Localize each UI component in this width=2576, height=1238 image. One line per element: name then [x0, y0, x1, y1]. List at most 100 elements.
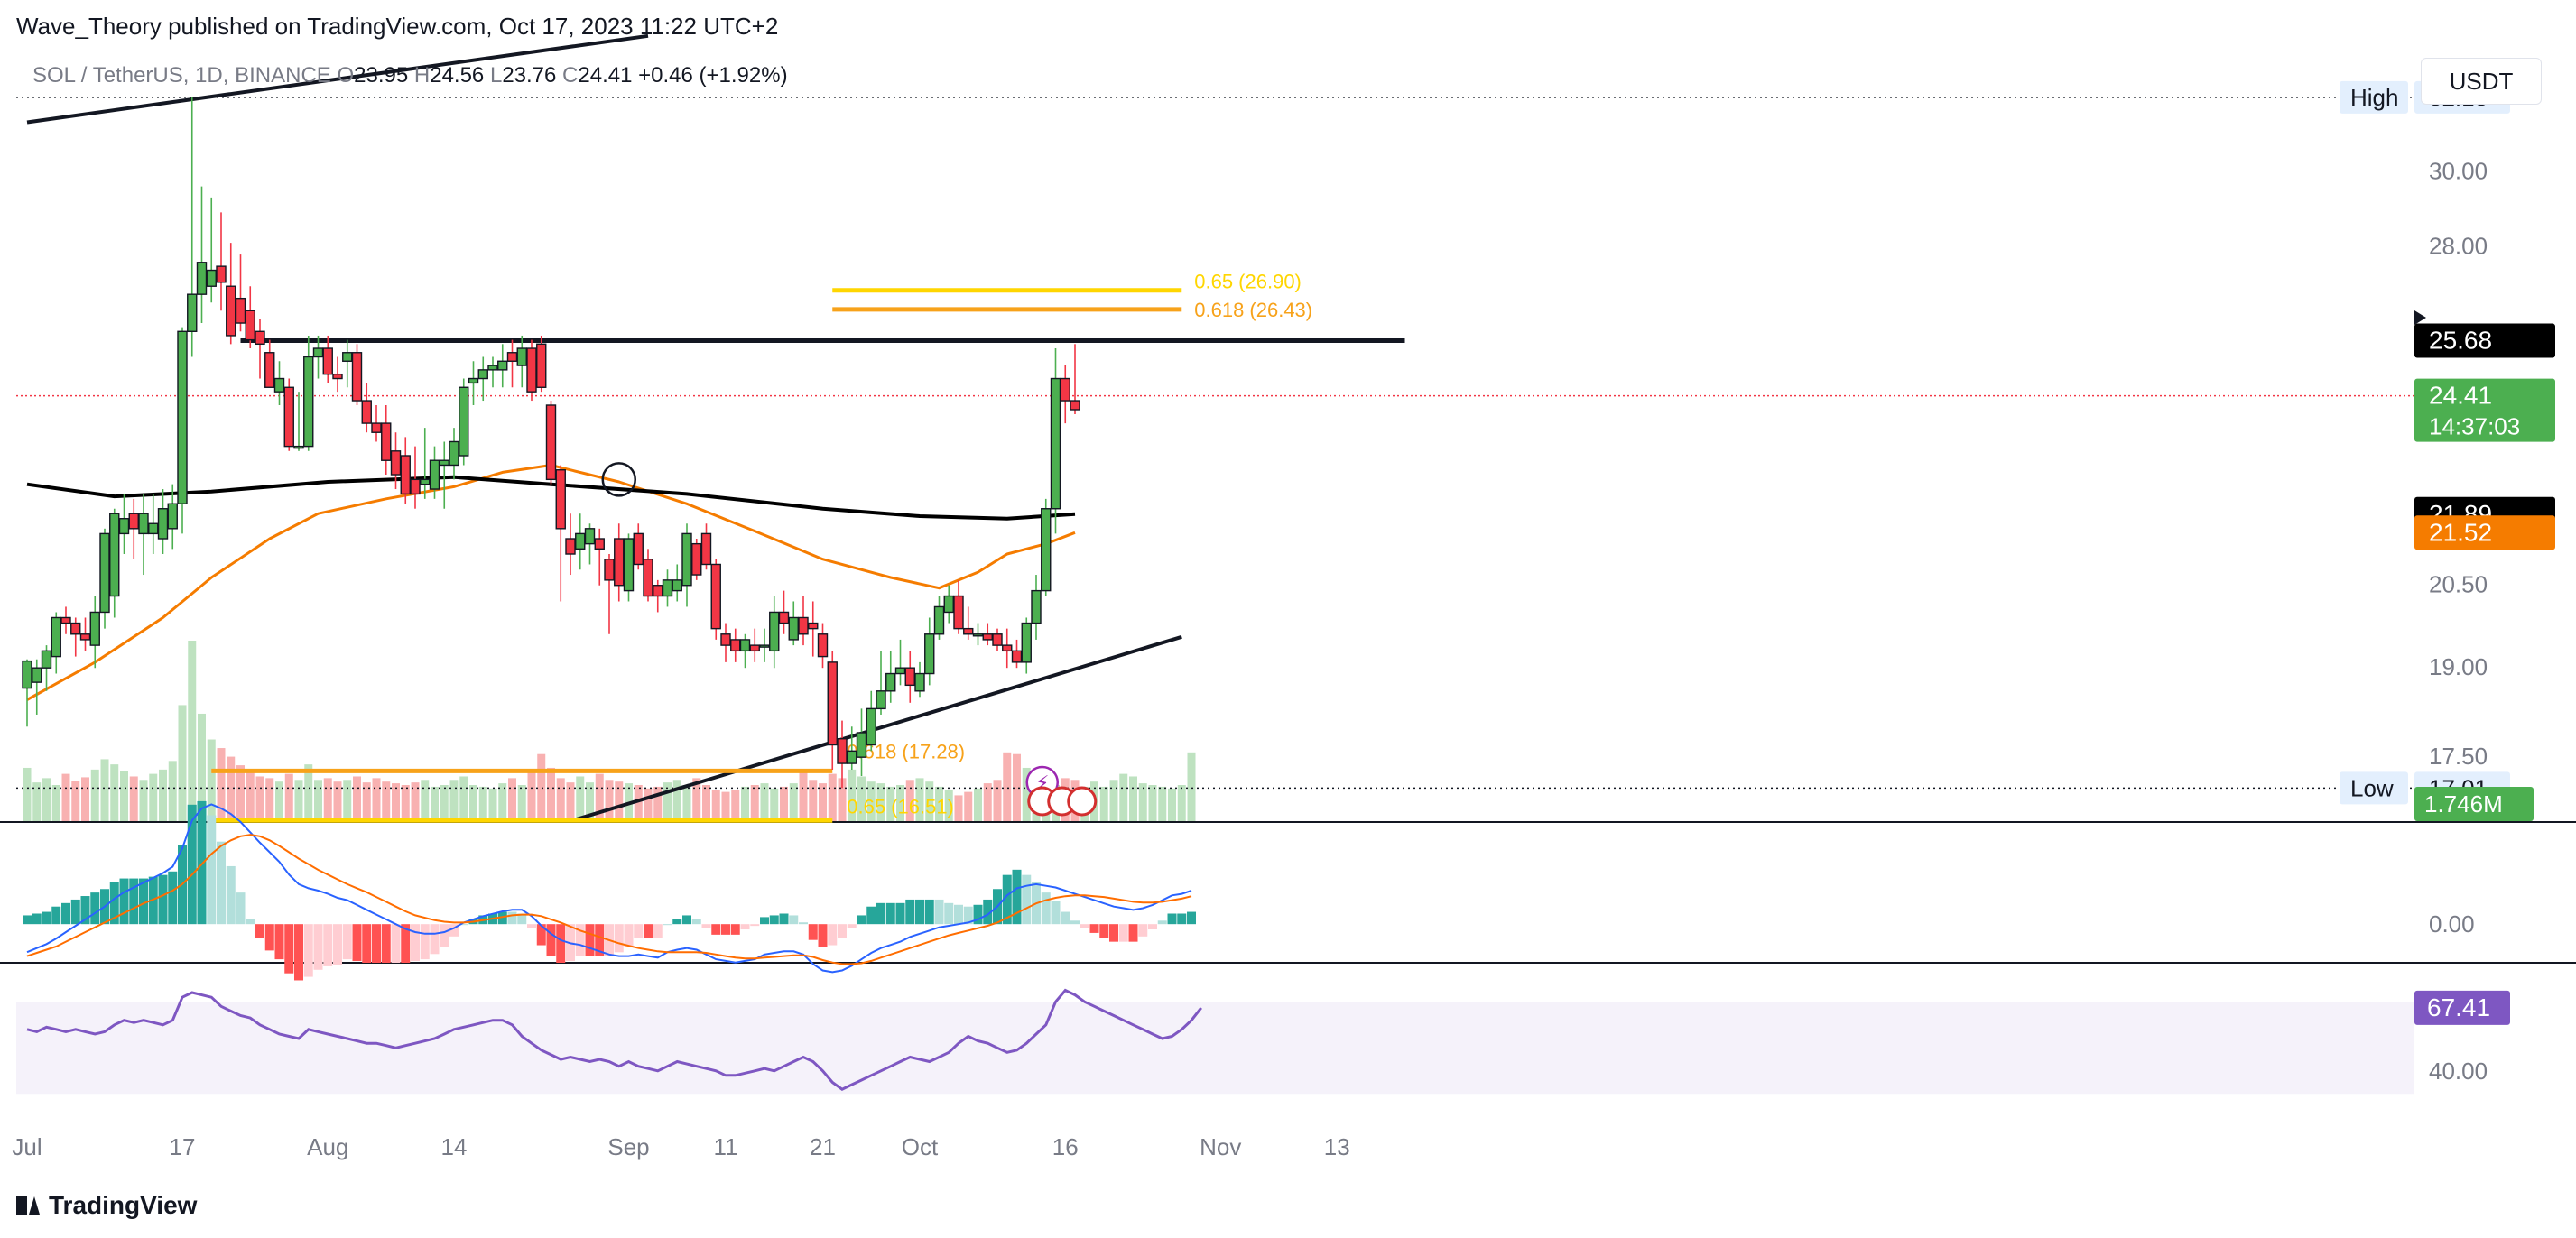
volume-bar [236, 765, 245, 821]
volume-bar [896, 785, 904, 821]
symbol-label[interactable]: SOL / TetherUS, 1D, BINANCE [32, 63, 331, 88]
volume-bar [149, 773, 158, 821]
candle-body [536, 343, 547, 388]
macd-histogram-bar [838, 924, 847, 938]
candle-body [497, 360, 508, 371]
macd-histogram-bar [1187, 911, 1196, 925]
volume-bar [343, 780, 352, 821]
change-value: +0.46 (+1.92%) [638, 63, 788, 88]
macd-histogram-bar [663, 924, 672, 926]
fib-level-label: 0.65 (16.51) [847, 795, 954, 818]
macd-histogram-bar [740, 924, 750, 930]
candle-body [32, 667, 42, 683]
candle-body [128, 513, 139, 530]
volume-bar [32, 782, 42, 821]
macd-histogram-bar [682, 915, 691, 925]
time-axis-tick: 14 [441, 1133, 468, 1160]
candle-body [798, 616, 809, 635]
volume-bar [692, 778, 701, 821]
volume-bar [139, 780, 148, 821]
volume-bar [905, 780, 914, 821]
volume-bar [323, 778, 332, 821]
macd-histogram-bar [799, 922, 808, 925]
macd-histogram-bar [61, 902, 70, 925]
volume-bar [314, 780, 322, 821]
countdown-badge: 14:37:03 [2429, 413, 2520, 440]
volume-bar [449, 780, 459, 821]
volume-bar [294, 780, 303, 821]
volume-bar [760, 783, 769, 821]
macd-histogram-bar [129, 878, 139, 925]
macd-histogram-bar [23, 915, 32, 925]
rsi-axis-tick: 40.00 [2429, 1058, 2488, 1085]
volume-bar [498, 783, 507, 821]
macd-histogram-bar [876, 902, 885, 925]
volume-bar [954, 795, 963, 821]
candle-body [400, 455, 411, 495]
volume-bar [333, 781, 342, 821]
publisher-header: Wave_Theory published on TradingView.com… [16, 13, 779, 40]
candle-body [361, 400, 372, 424]
candle-body [1011, 650, 1023, 663]
brand-logo[interactable]: TradingView [16, 1191, 197, 1220]
volume-bar [188, 641, 197, 821]
macd-histogram-bar [905, 899, 915, 925]
candle-body [565, 538, 576, 555]
price-badge-bg [2414, 378, 2555, 442]
volume-bar [983, 783, 992, 821]
candle-body [322, 347, 333, 375]
macd-histogram-bar [274, 924, 284, 960]
candle-body [439, 459, 449, 467]
ohlc-close-label: C [562, 63, 579, 88]
macd-histogram-bar [90, 892, 100, 925]
macd-histogram-bar [808, 924, 818, 940]
macd-axis-tick: 0.00 [2429, 910, 2475, 938]
volume-bar [517, 785, 526, 821]
volume-bar [392, 783, 400, 821]
volume-bar [1119, 773, 1128, 821]
time-axis-tick: 16 [1052, 1133, 1079, 1160]
currency-button[interactable]: USDT [2421, 58, 2542, 105]
candle-body [332, 373, 343, 380]
volume-bar [780, 786, 788, 821]
macd-histogram-bar [721, 924, 730, 935]
macd-histogram-bar [119, 878, 129, 925]
ema50-line [26, 464, 1076, 701]
volume-bar [168, 761, 177, 821]
candle-body [730, 639, 741, 652]
volume-bar [944, 790, 953, 821]
macd-histogram-bar [701, 924, 711, 928]
candle-body [526, 347, 537, 393]
macd-histogram-bar [963, 906, 973, 925]
price-badge-bg [2414, 323, 2555, 358]
volume-bar [789, 783, 798, 821]
volume-bar [566, 782, 575, 821]
candle-body [972, 633, 984, 637]
macd-histogram-bar [70, 899, 80, 925]
candle-body [1021, 622, 1032, 663]
volume-bar [382, 781, 391, 821]
chart-legend: SOL / TetherUS, 1D, BINANCE O23.95 H24.5… [32, 63, 788, 88]
ohlc-high: 24.56 [430, 63, 485, 88]
macd-histogram-bar [1002, 874, 1012, 925]
macd-histogram-bar [895, 902, 905, 925]
candle-body [1031, 589, 1042, 624]
candle-body [342, 352, 353, 362]
volume-bar [1003, 752, 1012, 821]
macd-histogram-bar [517, 913, 527, 925]
macd-histogram-bar [1012, 869, 1022, 925]
volume-bar [672, 780, 681, 821]
time-axis-tick: Nov [1200, 1133, 1241, 1160]
volume-bar [508, 778, 516, 821]
volume-bar [750, 785, 759, 821]
volume-bar [547, 767, 555, 821]
macd-histogram-bar [255, 924, 264, 938]
volume-bar [527, 769, 536, 821]
candle-body [963, 627, 974, 635]
macd-histogram-bar [944, 902, 954, 925]
volume-bar [993, 780, 1002, 821]
time-axis-tick: 13 [1324, 1133, 1350, 1160]
ohlc-high-label: H [413, 63, 431, 88]
candle-body [720, 633, 731, 646]
